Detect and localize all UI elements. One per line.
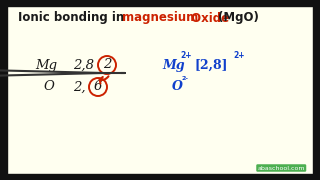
Text: Mg: Mg	[162, 58, 185, 71]
Text: magnesium: magnesium	[122, 12, 198, 24]
Text: 6: 6	[94, 80, 102, 93]
Text: 2,: 2,	[73, 80, 86, 93]
Text: Oxide: Oxide	[187, 12, 233, 24]
Text: O: O	[43, 80, 54, 93]
Text: 2-: 2-	[182, 76, 189, 82]
Text: 2+: 2+	[233, 51, 244, 60]
Text: O: O	[172, 80, 183, 93]
Text: 2,8: 2,8	[73, 58, 94, 71]
Text: 2: 2	[103, 58, 111, 71]
Text: Mg: Mg	[35, 58, 57, 71]
Text: abaschool.com: abaschool.com	[258, 165, 305, 170]
Text: [2,8]: [2,8]	[195, 58, 228, 71]
Text: (MgO): (MgO)	[218, 12, 259, 24]
Text: Ionic bonding in: Ionic bonding in	[18, 12, 128, 24]
Text: 2+: 2+	[180, 51, 191, 60]
